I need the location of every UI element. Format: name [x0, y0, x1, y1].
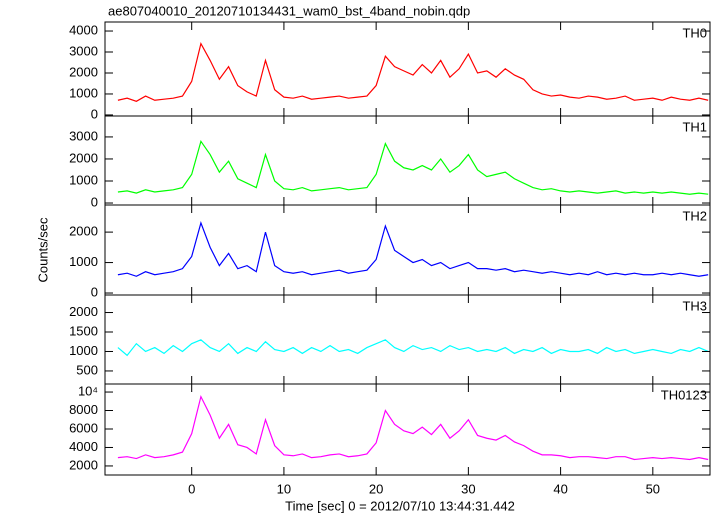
panel-frame	[104, 294, 711, 385]
panel-frame	[104, 383, 711, 476]
x-tick-label: 20	[369, 481, 383, 496]
y-tick-label: 3000	[69, 43, 98, 58]
light-curve	[117, 394, 709, 461]
y-tick-label: 1000	[69, 172, 98, 187]
light-curve	[117, 41, 709, 102]
panel-label: TH2	[682, 208, 707, 223]
y-tick-label: 3000	[69, 128, 98, 143]
chart-title: ae807040010_20120710134431_wam0_bst_4ban…	[108, 3, 470, 18]
y-tick-label: 4000	[69, 439, 98, 454]
y-axis-label: Counts/sec	[35, 217, 50, 283]
y-tick-label: 1000	[69, 343, 98, 358]
x-tick-label: 50	[646, 481, 660, 496]
y-tick-label: 0	[91, 284, 98, 299]
y-tick-label: 2000	[69, 224, 98, 239]
x-tick-label: 40	[553, 481, 567, 496]
x-tick-label: 10	[277, 481, 291, 496]
y-tick-label: 0	[91, 106, 98, 121]
x-axis-label: Time [sec] 0 = 2012/07/10 13:44:31.442	[285, 498, 515, 513]
x-tick-label: 30	[461, 481, 475, 496]
y-tick-label: 2000	[69, 150, 98, 165]
x-tick-label: 0	[188, 481, 195, 496]
panel-label: TH0	[682, 25, 707, 40]
light-curve	[117, 221, 709, 277]
light-curve	[117, 339, 709, 357]
y-tick-label: 2000	[69, 64, 98, 79]
y-tick-label: 0	[91, 194, 98, 209]
panel-label: TH1	[682, 119, 707, 134]
light-curve	[117, 139, 709, 195]
panel-frame	[104, 21, 711, 117]
y-tick-label: 1500	[69, 323, 98, 338]
panel-label: TH3	[682, 298, 707, 313]
y-tick-label: 4000	[69, 22, 98, 37]
y-tick-label: 10⁴	[78, 383, 98, 398]
panel-frame	[104, 204, 711, 296]
y-tick-label: 6000	[69, 420, 98, 435]
panel-label: TH0123	[661, 387, 707, 402]
y-tick-label: 500	[76, 362, 98, 377]
y-tick-label: 1000	[69, 254, 98, 269]
y-tick-label: 2000	[69, 304, 98, 319]
y-tick-label: 1000	[69, 85, 98, 100]
y-tick-label: 2000	[69, 457, 98, 472]
y-tick-label: 8000	[69, 402, 98, 417]
